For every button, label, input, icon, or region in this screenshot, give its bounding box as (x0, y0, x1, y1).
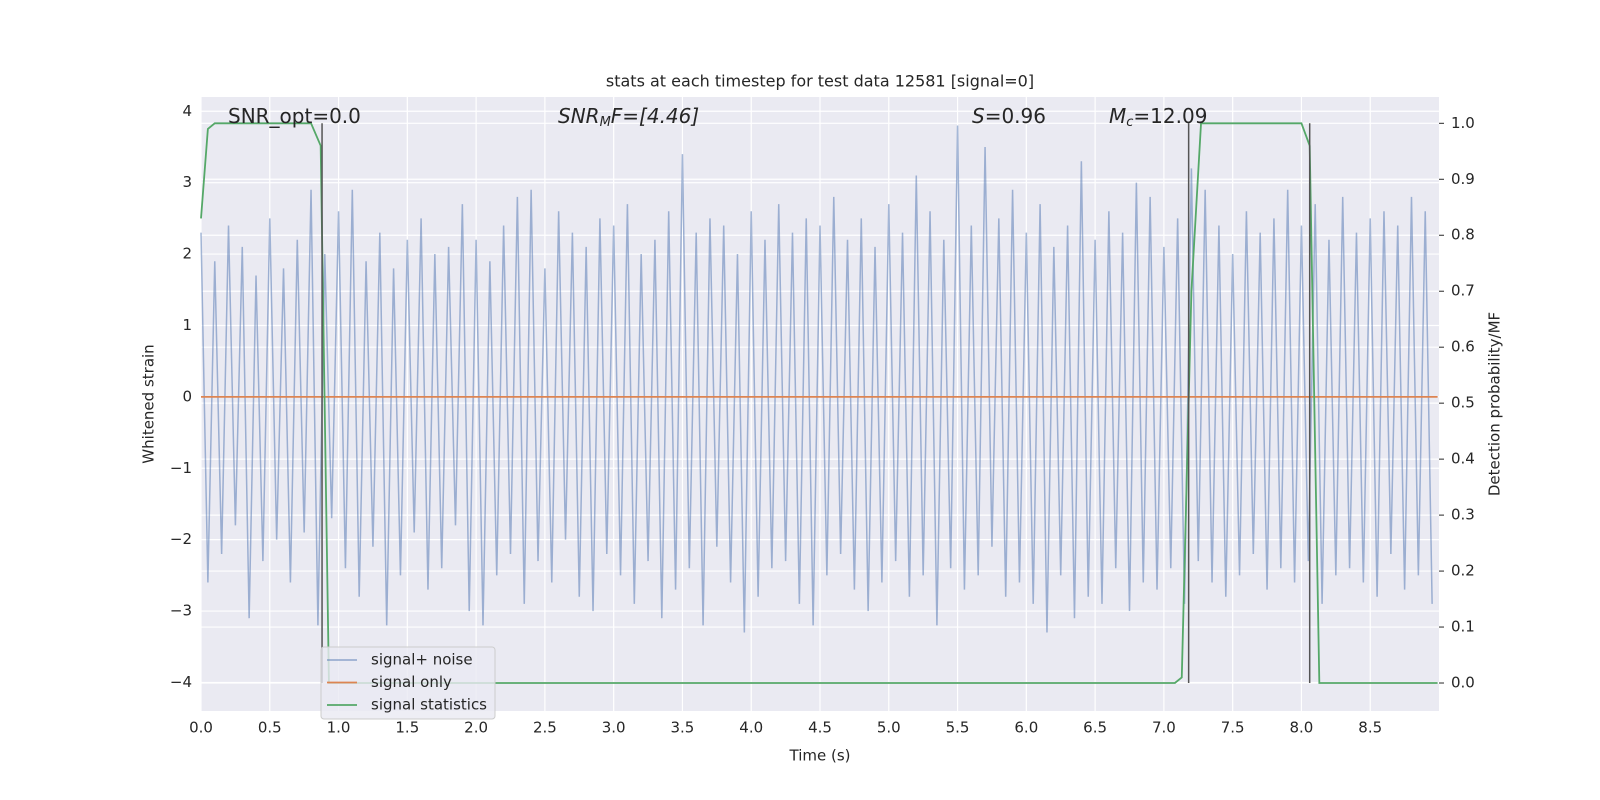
annotation-subscript: c (1126, 115, 1133, 130)
annotation-text: M (1109, 104, 1126, 128)
y-tick-label: 4 (182, 102, 192, 120)
x-tick-label: 4.5 (808, 719, 832, 737)
y2-tick-label: 1.0 (1451, 114, 1475, 132)
chart-title: stats at each timestep for test data 125… (606, 72, 1034, 91)
y-tick-label: 1 (182, 316, 192, 334)
y-tick-label: −1 (170, 459, 192, 477)
x-tick-label: 1.0 (327, 719, 351, 737)
annotation-subscript: M (600, 115, 611, 130)
x-tick-label: 0.5 (258, 719, 282, 737)
y-tick-label: 2 (182, 245, 192, 263)
y-tick-label: −3 (170, 602, 192, 620)
x-tick-label: 3.5 (671, 719, 695, 737)
x-axis-label: Time (s) (789, 747, 851, 765)
annotation: Mc=12.09 (1109, 104, 1207, 130)
annotation-text: =12.09 (1133, 104, 1207, 128)
y2-tick-label: 0.8 (1451, 226, 1475, 244)
y2-tick-label: 0.2 (1451, 562, 1475, 580)
y-axis-label: Whitened strain (140, 344, 158, 463)
x-tick-label: 8.0 (1290, 719, 1314, 737)
y2-tick-label: 0.9 (1451, 170, 1475, 188)
y2-axis-label: Detection probability/MF (1486, 312, 1504, 496)
y-tick-label: 0 (182, 387, 192, 405)
x-tick-label: 4.0 (739, 719, 763, 737)
x-tick-label: 0.0 (189, 719, 213, 737)
y2-tick-label: 0.6 (1451, 338, 1475, 356)
y-tick-label: −4 (170, 673, 192, 691)
y2-tick-label: 0.1 (1451, 618, 1475, 636)
annotation-text: =0.96 (985, 104, 1046, 128)
x-tick-label: 8.5 (1358, 719, 1382, 737)
y-tick-label: −2 (170, 530, 192, 548)
x-tick-label: 6.0 (1014, 719, 1038, 737)
legend-label: signal statistics (371, 696, 487, 714)
x-tick-label: 7.5 (1221, 719, 1245, 737)
annotation-text: F=[4.46] (611, 104, 699, 128)
x-tick-label: 6.5 (1083, 719, 1107, 737)
annotation: SNR_opt=0.0 (228, 104, 361, 128)
legend-label: signal only (371, 673, 452, 691)
x-tick-label: 2.0 (464, 719, 488, 737)
series-line (200, 122, 1438, 684)
annotation: S=0.96 (972, 104, 1046, 128)
legend-label: signal+ noise (371, 651, 473, 669)
annotation-text: SNR_opt=0.0 (228, 104, 361, 128)
y2-tick-label: 0.0 (1451, 674, 1475, 692)
y2-tick-label: 0.4 (1451, 450, 1475, 468)
series-line (200, 125, 1433, 633)
y2-tick-label: 0.5 (1451, 394, 1475, 412)
x-tick-label: 1.5 (395, 719, 419, 737)
legend-box (320, 646, 496, 720)
x-tick-label: 5.0 (877, 719, 901, 737)
annotation-text: S (972, 104, 985, 128)
annotation-text: SNR (558, 104, 600, 128)
annotation: SNRMF=[4.46] (558, 104, 699, 130)
y2-tick-label: 0.3 (1451, 506, 1475, 524)
x-tick-label: 7.0 (1152, 719, 1176, 737)
x-tick-label: 3.0 (602, 719, 626, 737)
y-tick-label: 3 (182, 173, 192, 191)
y2-tick-label: 0.7 (1451, 282, 1475, 300)
x-tick-label: 2.5 (533, 719, 557, 737)
x-tick-label: 5.5 (946, 719, 970, 737)
